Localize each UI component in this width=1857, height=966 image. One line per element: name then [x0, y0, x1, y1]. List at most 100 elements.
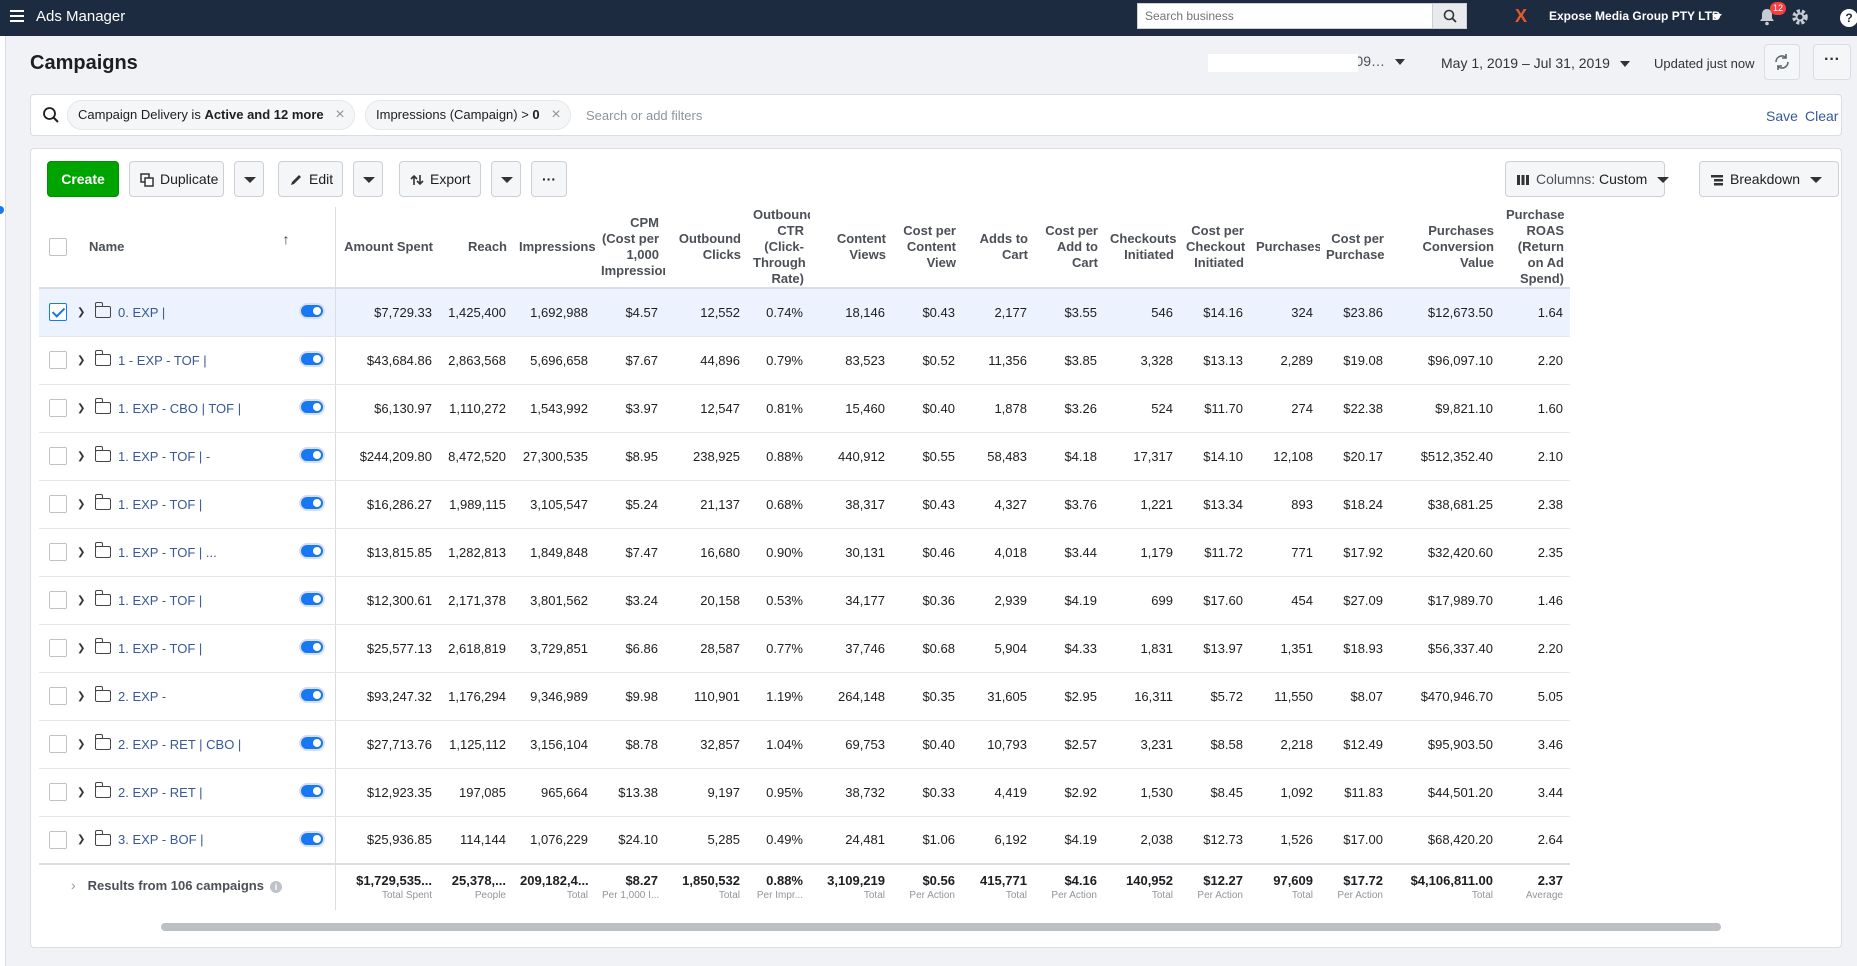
table-row[interactable]: ❯ 0. EXP | $7,729.33 1,425,400 1,692,988 $4.5…: [39, 288, 1570, 337]
expand-icon[interactable]: ❯: [77, 738, 86, 750]
campaign-toggle[interactable]: [298, 638, 325, 655]
table-row[interactable]: ❯ 1. EXP - TOF | ... $13,815.85 1,282,813 1,…: [39, 528, 1570, 577]
campaign-name-link[interactable]: 1. EXP - TOF |: [118, 640, 203, 656]
filter-chip-impressions[interactable]: Impressions (Campaign) > 0 ×: [365, 100, 571, 130]
campaign-toggle[interactable]: [298, 542, 325, 559]
campaign-toggle[interactable]: [298, 686, 325, 703]
close-icon[interactable]: ×: [551, 106, 561, 123]
expand-icon[interactable]: ❯: [77, 402, 86, 414]
expand-icon[interactable]: ❯: [77, 306, 86, 318]
row-checkbox[interactable]: [49, 783, 67, 801]
campaign-name-link[interactable]: 1. EXP - TOF | -: [118, 448, 211, 464]
edit-button[interactable]: Edit: [278, 161, 343, 197]
refresh-button[interactable]: [1764, 44, 1800, 80]
row-checkbox[interactable]: [49, 351, 67, 369]
campaign-toggle[interactable]: [298, 830, 325, 847]
row-checkbox[interactable]: [49, 543, 67, 561]
campaign-name-link[interactable]: 2. EXP - RET |: [118, 784, 203, 800]
campaign-name-link[interactable]: 1. EXP - TOF | ...: [118, 544, 217, 560]
table-row[interactable]: ❯ 1. EXP - TOF | $12,300.61 2,171,378 3,801,…: [39, 576, 1570, 625]
row-checkbox[interactable]: [49, 639, 67, 657]
campaign-toggle[interactable]: [298, 398, 325, 415]
table-row[interactable]: ❯ 1. EXP - TOF | $16,286.27 1,989,115 3,105,…: [39, 480, 1570, 529]
duplicate-menu-button[interactable]: [234, 161, 264, 197]
table-row[interactable]: ❯ 3. EXP - BOF | $25,936.85 114,144 1,076,22…: [39, 816, 1570, 865]
column-header[interactable]: Content Views: [810, 207, 892, 289]
column-header[interactable]: Outbound CTR (Click-Through Rate): [747, 207, 810, 289]
duplicate-button[interactable]: Duplicate: [129, 161, 224, 197]
vertical-scrollbar[interactable]: [1841, 233, 1842, 277]
campaign-name-link[interactable]: 1 - EXP - TOF |: [118, 352, 207, 368]
gear-icon[interactable]: [1790, 7, 1810, 27]
chevron-right-icon[interactable]: ›: [71, 877, 76, 893]
campaign-toggle[interactable]: [298, 446, 325, 463]
expand-icon[interactable]: ❯: [77, 546, 86, 558]
row-checkbox[interactable]: [49, 495, 67, 513]
campaign-name-link[interactable]: 0. EXP |: [118, 304, 166, 320]
export-button[interactable]: Export: [399, 161, 481, 197]
expand-icon[interactable]: ❯: [77, 450, 86, 462]
campaign-toggle[interactable]: [298, 590, 325, 607]
help-icon[interactable]: ?: [1840, 9, 1857, 27]
campaign-name-link[interactable]: 2. EXP -: [118, 688, 167, 704]
close-icon[interactable]: ×: [335, 106, 345, 123]
table-row[interactable]: ❯ 2. EXP - RET | CBO | $27,713.76 1,125,112…: [39, 720, 1570, 769]
column-header[interactable]: Cost per Content View: [892, 207, 962, 289]
date-range-picker[interactable]: May 1, 2019 – Jul 31, 2019: [1441, 55, 1630, 71]
expand-icon[interactable]: ❯: [77, 498, 86, 510]
filter-search-input[interactable]: [586, 103, 986, 127]
campaign-name-link[interactable]: 3. EXP - BOF |: [118, 832, 204, 848]
campaign-name-link[interactable]: 1. EXP - CBO | TOF |: [118, 400, 242, 416]
table-row[interactable]: ❯ 2. EXP - RET | $12,923.35 197,085 965,664 $…: [39, 768, 1570, 817]
column-header-name[interactable]: Name ↑: [39, 207, 336, 289]
column-header[interactable]: CPM (Cost per 1,000 Impressions): [595, 207, 665, 289]
campaign-name-link[interactable]: 1. EXP - TOF |: [118, 592, 203, 608]
expand-icon[interactable]: ❯: [77, 786, 86, 798]
clear-filter-link[interactable]: Clear: [1805, 108, 1839, 124]
more-tools-button[interactable]: ···: [531, 161, 567, 197]
table-row[interactable]: ❯ 1 - EXP - TOF | $43,684.86 2,863,568 5,696…: [39, 336, 1570, 385]
campaign-toggle[interactable]: [298, 734, 325, 751]
expand-icon[interactable]: ❯: [77, 642, 86, 654]
export-menu-button[interactable]: [491, 161, 521, 197]
business-search-button[interactable]: [1432, 4, 1466, 28]
column-header[interactable]: Checkouts Initiated: [1104, 207, 1180, 289]
row-checkbox[interactable]: [49, 447, 67, 465]
row-checkbox[interactable]: [49, 399, 67, 417]
more-options-button[interactable]: ···: [1813, 44, 1851, 80]
business-search-input[interactable]: [1138, 4, 1433, 28]
campaign-name-link[interactable]: 1. EXP - TOF |: [118, 496, 203, 512]
column-header[interactable]: Purchases Conversion Value: [1390, 207, 1500, 289]
campaign-toggle[interactable]: [298, 303, 325, 319]
campaign-toggle[interactable]: [298, 350, 325, 367]
campaign-toggle[interactable]: [298, 494, 325, 511]
expand-icon[interactable]: ❯: [77, 354, 86, 366]
column-header[interactable]: Cost per Checkout Initiated: [1180, 207, 1250, 289]
row-checkbox[interactable]: [49, 591, 67, 609]
column-header[interactable]: Purchase ROAS (Return on Ad Spend): [1500, 207, 1570, 289]
campaign-name-link[interactable]: 2. EXP - RET | CBO |: [118, 736, 242, 752]
row-checkbox[interactable]: [49, 687, 67, 705]
column-header[interactable]: Cost per Purchase: [1320, 207, 1390, 289]
row-checkbox[interactable]: [49, 830, 67, 849]
menu-icon[interactable]: [10, 10, 24, 22]
row-checkbox[interactable]: [49, 735, 67, 753]
table-row[interactable]: ❯ 1. EXP - CBO | TOF | $6,130.97 1,110,272 1…: [39, 384, 1570, 433]
column-header[interactable]: Impressions: [513, 207, 595, 289]
expand-icon[interactable]: ❯: [77, 690, 86, 702]
business-name[interactable]: Expose Media Group PTY LTD: [1549, 9, 1721, 23]
create-button[interactable]: Create: [47, 161, 119, 197]
columns-button[interactable]: Columns: Custom: [1505, 161, 1670, 197]
column-header[interactable]: Cost per Add to Cart: [1034, 207, 1104, 289]
edit-menu-button[interactable]: [353, 161, 383, 197]
filter-chip-delivery[interactable]: Campaign Delivery is Active and 12 more ×: [67, 100, 355, 130]
column-header[interactable]: Outbound Clicks: [665, 207, 747, 289]
horizontal-scrollbar[interactable]: [161, 923, 1721, 931]
column-header[interactable]: Reach: [439, 207, 513, 289]
column-header[interactable]: Amount Spent: [335, 207, 439, 289]
breakdown-button[interactable]: Breakdown: [1699, 161, 1839, 197]
table-row[interactable]: ❯ 1. EXP - TOF | $25,577.13 2,618,819 3,729,…: [39, 624, 1570, 673]
table-row[interactable]: ❯ 2. EXP - $93,247.32 1,176,294 9,346,989 $9.…: [39, 672, 1570, 721]
column-header[interactable]: Purchases: [1250, 207, 1320, 289]
campaign-toggle[interactable]: [298, 782, 325, 799]
